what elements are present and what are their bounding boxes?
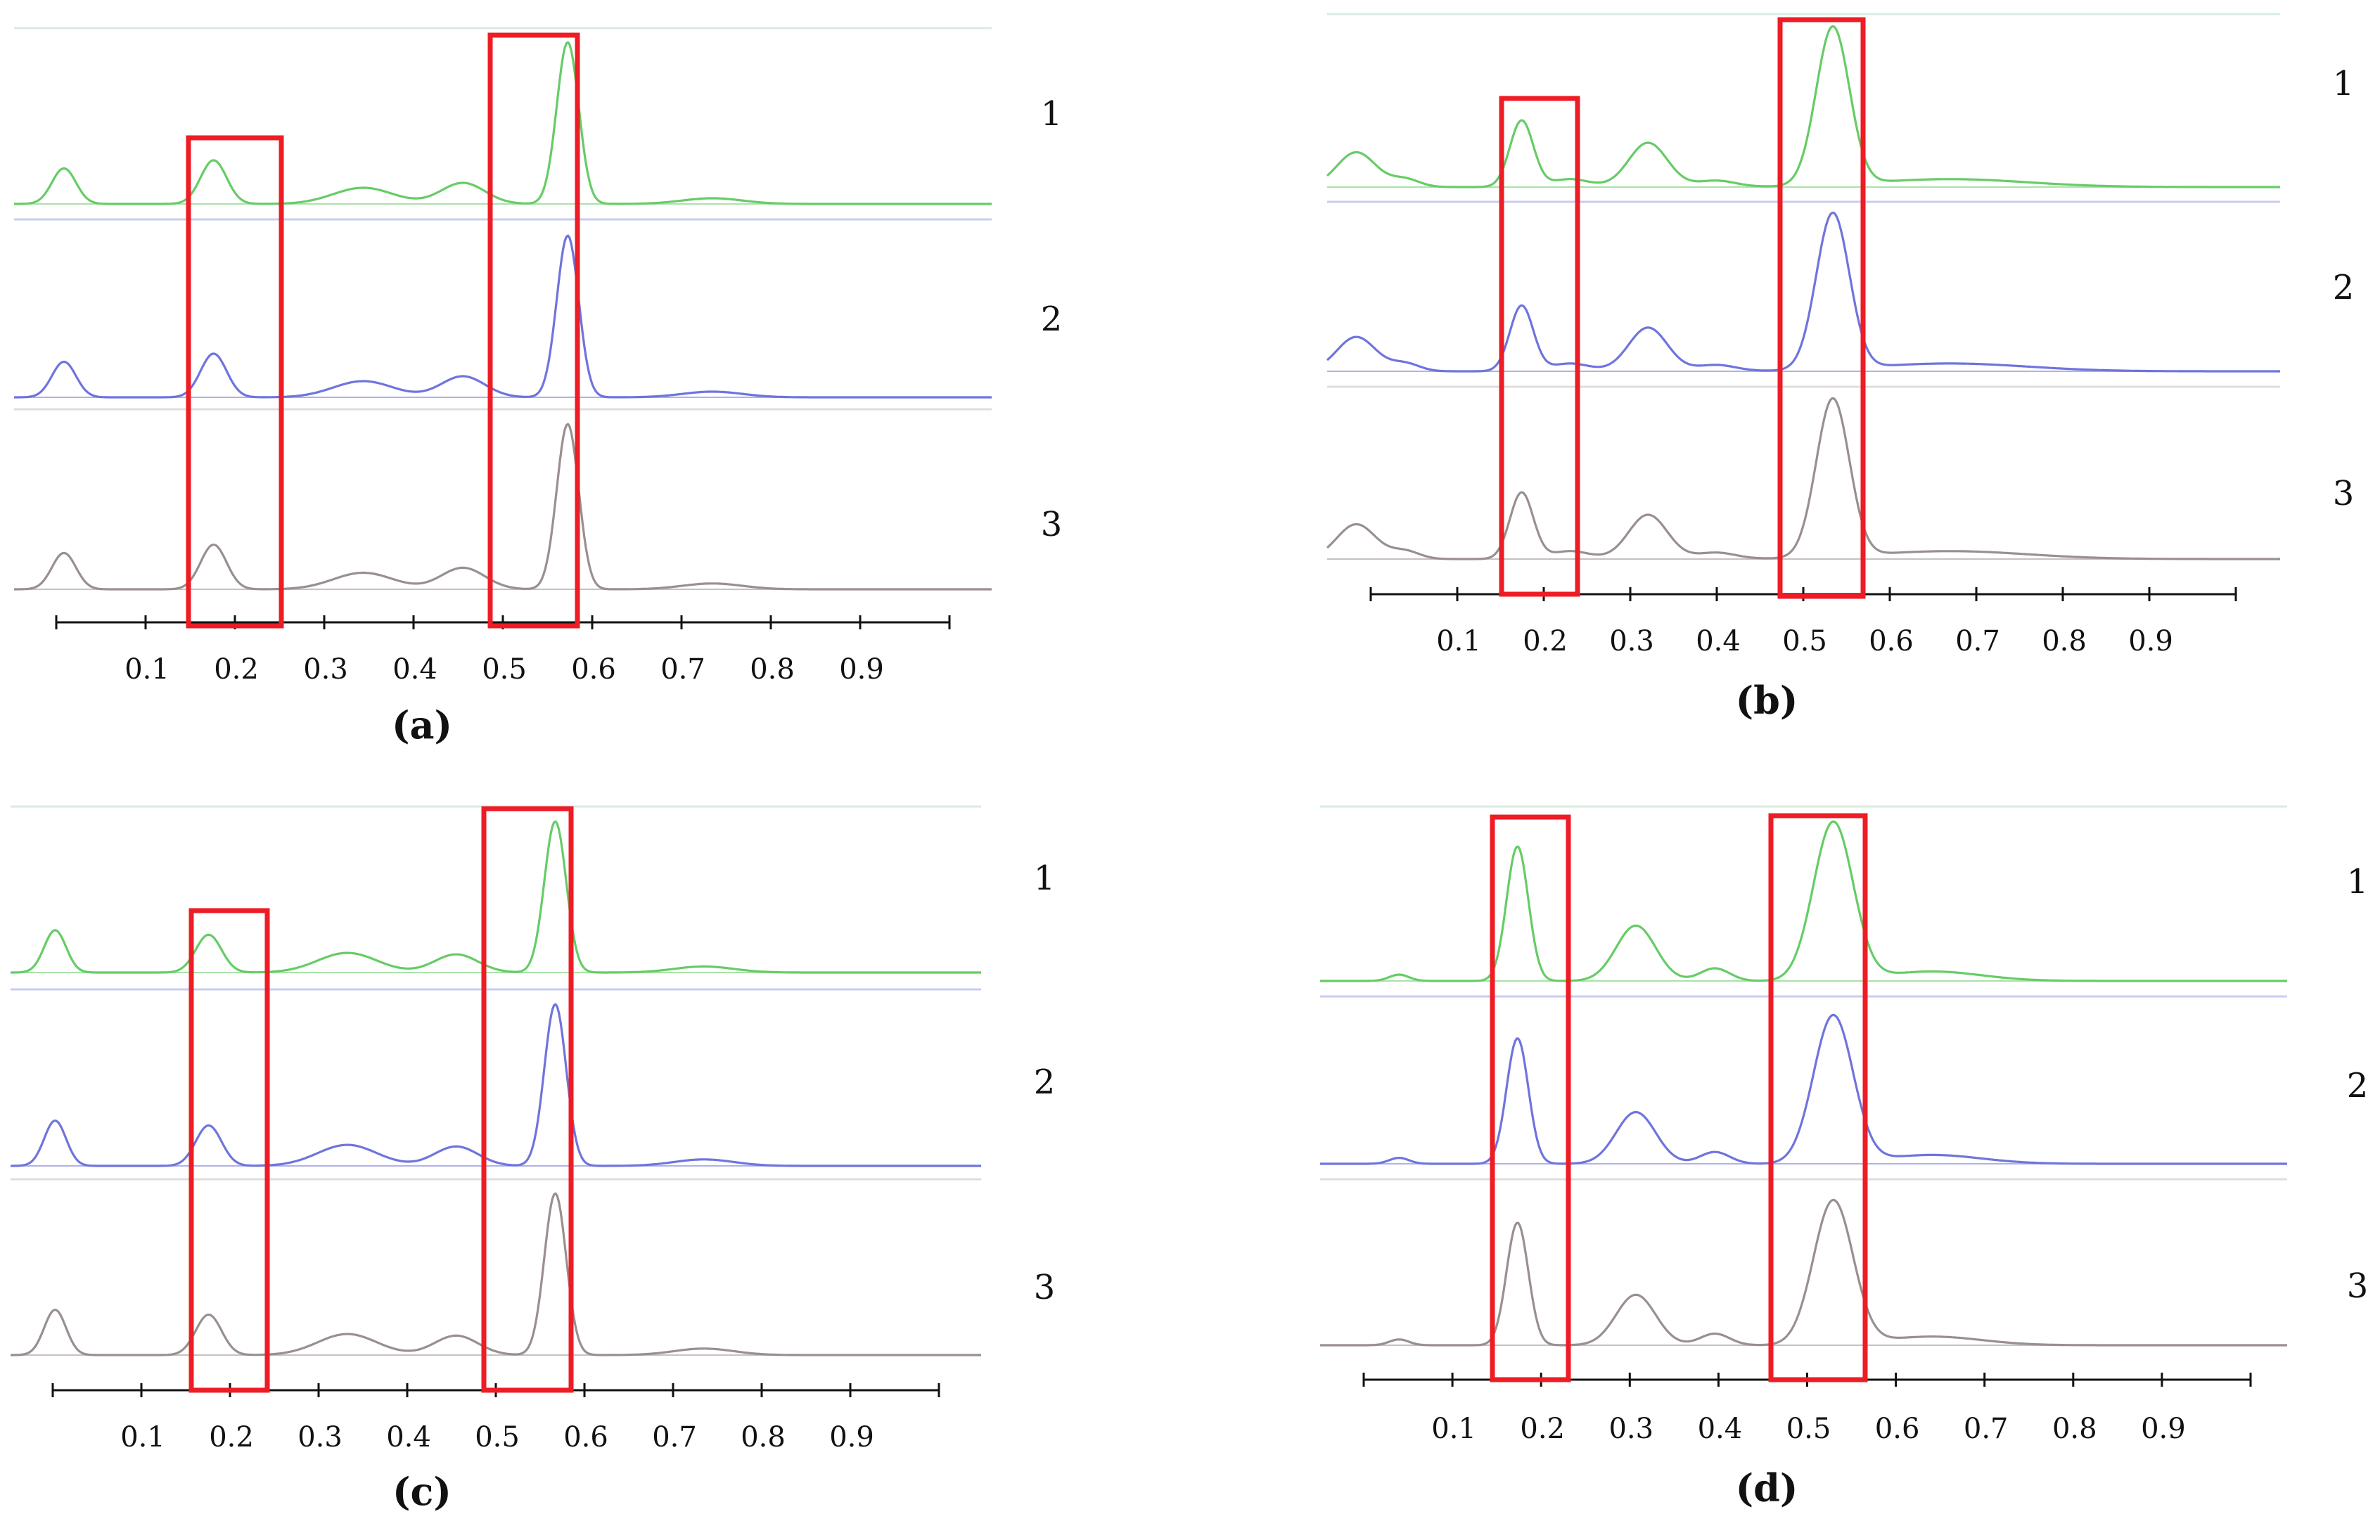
lane-label-3: 3 (2347, 1266, 2369, 1306)
lane-label-2: 2 (1034, 1063, 1056, 1102)
series-trace-3 (1320, 1198, 2287, 1347)
lane-label-3: 3 (1041, 505, 1063, 544)
x-tick-label: 0.7 (660, 653, 705, 686)
x-tick-label: 0.4 (386, 1421, 431, 1454)
series-trace-3 (14, 423, 992, 591)
series-trace-3 (1326, 397, 2280, 560)
x-tick-label: 0.6 (1875, 1413, 1920, 1445)
chart-panel-a: 1 2 3 0.1 0.2 0.3 0.4 0.5 0.6 0.7 0.8 0.9 (a) (14, 27, 1063, 747)
highlight-box-2 (487, 32, 580, 629)
series-trace-3 (11, 1192, 981, 1356)
x-tick-label: 0.2 (209, 1421, 254, 1454)
lane-label-3: 3 (2333, 474, 2355, 513)
panel-label: (b) (1736, 678, 1798, 723)
series-trace-2 (11, 1003, 981, 1167)
series-trace-1 (11, 820, 981, 974)
x-tick-label: 0.3 (1608, 1413, 1653, 1445)
chart-panel-b: 1 2 3 0.1 0.2 0.3 0.4 0.5 0.6 0.7 0.8 0.9 (b) (1326, 13, 2355, 723)
x-tick-label: 0.5 (482, 653, 527, 686)
x-tick-label: 0.1 (120, 1421, 165, 1454)
highlight-box-1 (1490, 814, 1571, 1382)
x-tick-label: 0.8 (750, 653, 795, 686)
x-tick-label: 0.2 (1520, 1413, 1565, 1445)
x-tick-label: 0.8 (2052, 1413, 2097, 1445)
lane-label-3: 3 (1034, 1268, 1056, 1307)
x-tick-label: 0.9 (829, 1421, 874, 1454)
x-tick-label: 0.1 (1431, 1413, 1476, 1445)
x-tick-label: 0.2 (1523, 625, 1568, 657)
chart-panel-c: 1 2 3 0.1 0.2 0.3 0.4 0.5 0.6 0.7 0.8 0.9 (c) (11, 805, 1056, 1514)
panel-label: (d) (1736, 1465, 1798, 1510)
highlight-box-2 (1768, 813, 1868, 1382)
x-tick-label: 0.3 (298, 1421, 343, 1454)
x-tick-label: 0.6 (571, 653, 616, 686)
series-trace-1 (1326, 25, 2280, 188)
highlight-box-1 (188, 908, 270, 1393)
lane-label-1: 1 (2333, 64, 2355, 103)
x-tick-label: 0.9 (2141, 1413, 2186, 1445)
x-tick-label: 0.3 (303, 653, 348, 686)
x-tick-label: 0.1 (1436, 625, 1481, 657)
series-trace-1 (1320, 820, 2287, 982)
x-tick-label: 0.9 (839, 653, 884, 686)
x-tick-label: 0.6 (563, 1421, 608, 1454)
highlight-box-1 (1499, 96, 1580, 597)
x-tick-label: 0.5 (1782, 625, 1827, 657)
lane-label-2: 2 (2347, 1066, 2369, 1105)
x-tick-label: 0.5 (475, 1421, 520, 1454)
series-trace-1 (14, 41, 992, 205)
x-tick-label: 0.4 (1698, 1413, 1743, 1445)
x-tick-label: 0.4 (1696, 625, 1741, 657)
x-tick-label: 0.1 (124, 653, 169, 686)
lane-label-1: 1 (2347, 862, 2369, 901)
panel-label: (c) (392, 1469, 452, 1514)
chart-panel-d: 1 2 3 0.1 0.2 0.3 0.4 0.5 0.6 0.7 0.8 0.9 (d) (1320, 805, 2369, 1510)
x-tick-label: 0.6 (1869, 625, 1914, 657)
highlight-box-2 (1777, 17, 1866, 599)
x-tick-label: 0.4 (392, 653, 437, 686)
lane-label-2: 2 (1041, 300, 1063, 339)
x-tick-label: 0.3 (1609, 625, 1654, 657)
highlight-box-1 (186, 135, 284, 629)
lane-label-1: 1 (1041, 94, 1063, 134)
lane-label-1: 1 (1034, 859, 1056, 898)
series-trace-2 (1326, 212, 2280, 373)
series-trace-2 (1320, 1013, 2287, 1165)
panel-label: (a) (392, 702, 452, 747)
x-tick-label: 0.5 (1786, 1413, 1831, 1445)
x-tick-label: 0.7 (1955, 625, 2000, 657)
x-tick-label: 0.8 (2042, 625, 2087, 657)
x-tick-label: 0.9 (2128, 625, 2173, 657)
series-trace-2 (14, 234, 992, 399)
x-tick-label: 0.7 (1964, 1413, 2009, 1445)
x-tick-label: 0.2 (214, 653, 259, 686)
lane-label-2: 2 (2333, 268, 2355, 307)
highlight-box-2 (481, 806, 574, 1393)
x-tick-label: 0.8 (741, 1421, 786, 1454)
x-tick-label: 0.7 (652, 1421, 697, 1454)
